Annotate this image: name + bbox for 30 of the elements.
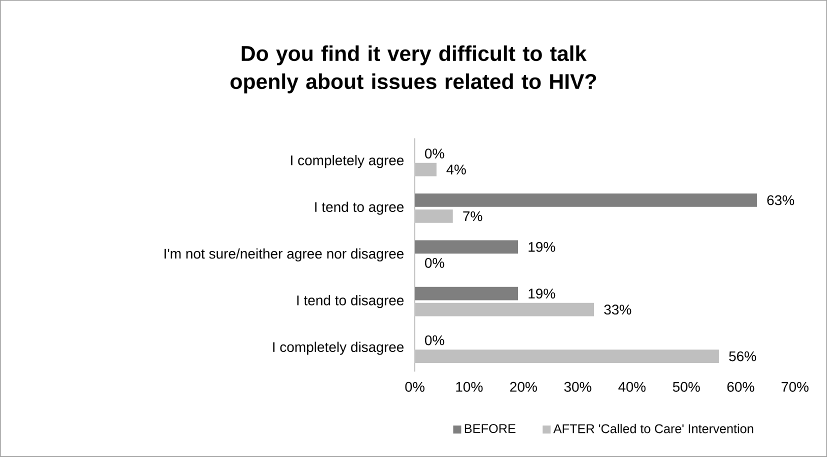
bar [414,350,719,363]
y-tick-label: I tend to agree [315,202,404,215]
data-label: 0% [424,258,444,268]
x-tick-label: 70% [782,382,808,392]
y-tick-label: I'm not sure/neither agree nor disagree [164,248,404,262]
data-label: 56% [729,351,756,362]
y-tick-label: I completely disagree [273,342,404,355]
data-label: 19% [528,242,556,252]
data-label: 4% [446,164,466,174]
x-tick-label: 10% [456,382,483,392]
legend-label: AFTER 'Called to Care' Intervention [553,424,754,434]
x-tick-label: 20% [510,382,537,392]
x-tick-label: 60% [727,382,754,392]
x-tick-label: 40% [618,382,646,392]
x-tick-label: 30% [564,382,592,392]
data-label: 0% [424,148,444,158]
y-tick-label: I completely agree [291,155,404,168]
chart-title: Do you find it very difficult to talk openly about issues related to HIV? [230,45,596,94]
data-label: 33% [604,304,632,315]
data-label: 0% [424,335,444,346]
data-label: 63% [767,195,794,206]
legend-label: BEFORE [464,424,516,434]
x-tick-label: 50% [672,382,700,392]
bar [414,210,453,223]
bar [414,302,594,316]
x-tick-label: 0% [405,382,424,392]
y-tick-label: I tend to disagree [297,295,404,308]
bar [414,162,437,176]
data-label: 19% [528,288,556,299]
data-label: 7% [463,211,482,222]
